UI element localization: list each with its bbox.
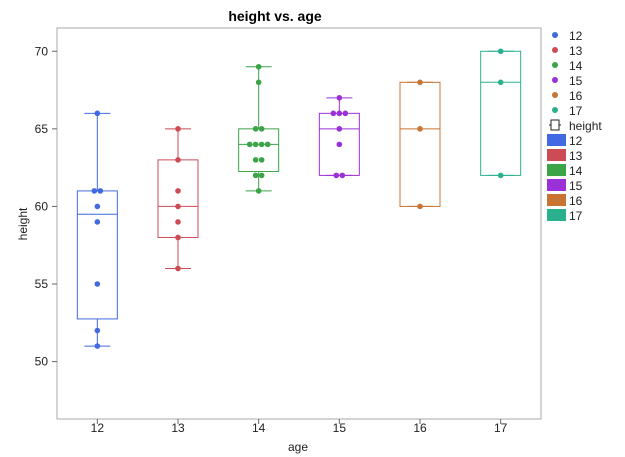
point-15	[336, 126, 343, 132]
point-15	[336, 110, 343, 117]
point-15	[336, 95, 343, 101]
point-14	[255, 79, 262, 86]
box-iqr	[238, 128, 280, 173]
point-12	[94, 281, 101, 287]
point-14	[255, 188, 262, 194]
y-tick-label: 55	[35, 277, 49, 291]
point-16	[417, 126, 423, 132]
point-14	[264, 141, 271, 148]
point-12	[94, 219, 101, 225]
y-axis: 50 55 60 65 70	[35, 44, 57, 369]
legend-marker-12	[552, 32, 558, 38]
legend-marker-15	[552, 77, 558, 83]
point-12	[94, 203, 101, 210]
point-14	[252, 157, 259, 163]
legend-swatch-12	[547, 134, 566, 146]
x-tick-label: 13	[171, 421, 185, 435]
legend-swatch-15	[547, 179, 566, 191]
point-15	[333, 172, 340, 179]
point-12	[97, 188, 104, 194]
legend-marker-13	[552, 47, 558, 53]
point-14	[258, 126, 265, 132]
y-axis-label: height	[16, 207, 30, 240]
point-14	[258, 157, 265, 163]
y-tick-label: 70	[35, 44, 49, 58]
point-13	[175, 157, 181, 163]
point-15	[330, 110, 337, 117]
legend-box-label: height	[569, 119, 602, 133]
point-14	[258, 141, 265, 148]
legend-swatch-label-14: 14	[569, 164, 583, 178]
x-tick-label: 14	[252, 421, 266, 435]
legend-label-17: 17	[569, 104, 583, 118]
legend-marker-17	[552, 107, 558, 113]
legend-marker-16	[552, 92, 558, 98]
point-12	[94, 327, 101, 334]
point-16	[417, 203, 423, 210]
x-tick-label: 17	[494, 421, 508, 435]
point-13	[175, 234, 181, 241]
chart-title: height vs. age	[228, 8, 322, 24]
point-15	[336, 141, 343, 148]
legend-swatch-13	[547, 149, 566, 161]
legend-swatch-label-17: 17	[569, 209, 583, 223]
y-tick-label: 60	[35, 199, 49, 213]
y-tick-label: 50	[35, 355, 49, 369]
legend-swatch-14	[547, 164, 566, 176]
legend-marker-14	[552, 62, 558, 68]
x-axis-label: age	[288, 440, 308, 454]
legend-swatch-label-12: 12	[569, 134, 583, 148]
box-iqr	[76, 190, 118, 320]
x-tick-label: 15	[333, 421, 347, 435]
y-tick-label: 65	[35, 122, 49, 136]
x-axis: 12 13 14 15 16 17	[91, 419, 508, 435]
legend-swatch-17	[547, 209, 566, 221]
legend-label-12: 12	[569, 29, 583, 43]
legend-label-14: 14	[569, 59, 583, 73]
point-13	[175, 219, 181, 225]
point-14	[246, 141, 253, 148]
legend-swatch-label-16: 16	[569, 194, 583, 208]
point-17	[497, 79, 504, 86]
point-15	[342, 110, 349, 117]
point-13	[175, 265, 181, 272]
legend-box-icon	[550, 119, 560, 131]
point-12	[94, 343, 101, 349]
legend-label-13: 13	[569, 44, 583, 58]
point-13	[175, 203, 181, 210]
legend-swatch-label-15: 15	[569, 179, 583, 193]
point-15	[339, 172, 346, 179]
data-points	[91, 48, 504, 349]
x-tick-label: 12	[91, 421, 105, 435]
x-tick-label: 16	[413, 421, 427, 435]
point-12	[94, 110, 101, 117]
point-14	[255, 63, 262, 70]
point-17	[497, 172, 504, 179]
plot-area	[56, 27, 542, 420]
point-14	[252, 141, 259, 148]
point-13	[175, 188, 181, 194]
legend-label-15: 15	[569, 74, 583, 88]
point-12	[91, 188, 98, 194]
point-14	[252, 172, 259, 179]
point-14	[258, 172, 265, 179]
point-16	[417, 79, 423, 86]
point-17	[497, 48, 504, 55]
point-14	[252, 126, 259, 132]
legend-swatch-16	[547, 194, 566, 206]
point-13	[175, 126, 181, 132]
legend-label-16: 16	[569, 89, 583, 103]
legend-swatch-label-13: 13	[569, 149, 583, 163]
